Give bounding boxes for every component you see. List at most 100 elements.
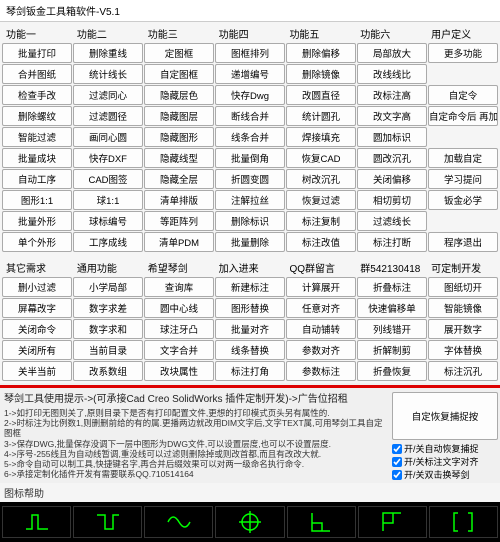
- tool-button[interactable]: 学习提问: [428, 169, 498, 189]
- tool-button[interactable]: 更多功能: [428, 43, 498, 63]
- icon-step[interactable]: [73, 506, 142, 538]
- tool-button[interactable]: 自动铺转: [286, 319, 356, 339]
- tool-button[interactable]: 批量打印: [2, 43, 72, 63]
- tool-button[interactable]: 任意对齐: [286, 298, 356, 318]
- tool-button[interactable]: 过滤圆径: [73, 106, 143, 126]
- tool-button[interactable]: 递增编号: [215, 64, 285, 84]
- tool-button[interactable]: 定图框: [144, 43, 214, 63]
- tool-button[interactable]: 折解制剪: [357, 340, 427, 360]
- icon-pulse[interactable]: [2, 506, 71, 538]
- tool-button[interactable]: 隐藏层色: [144, 85, 214, 105]
- tool-button[interactable]: 图框排列: [215, 43, 285, 63]
- tool-button[interactable]: 标注打断: [357, 232, 427, 252]
- tool-button[interactable]: 程序退出: [428, 232, 498, 252]
- tool-button[interactable]: 删除重线: [73, 43, 143, 63]
- tool-button[interactable]: 关半当前: [2, 361, 72, 381]
- tool-button[interactable]: 自定图框: [144, 64, 214, 84]
- tool-button[interactable]: 钣金必学: [428, 190, 498, 210]
- tool-button[interactable]: 小学局部: [73, 277, 143, 297]
- checkbox[interactable]: [392, 470, 402, 480]
- tool-button[interactable]: 标注沉孔: [428, 361, 498, 381]
- checkbox-option[interactable]: 开/关双击换琴剑: [392, 468, 498, 481]
- restore-snap-button[interactable]: 自定恢复捕捉按: [392, 392, 498, 440]
- tool-button[interactable]: 恢复过滤: [286, 190, 356, 210]
- tool-button[interactable]: 列线错开: [357, 319, 427, 339]
- tool-button[interactable]: 参数标注: [286, 361, 356, 381]
- tool-button[interactable]: 清单排版: [144, 190, 214, 210]
- tool-button[interactable]: 自定令: [428, 85, 498, 105]
- tool-button[interactable]: 恢复CAD: [286, 148, 356, 168]
- tool-button[interactable]: 快存DXF: [73, 148, 143, 168]
- tool-button[interactable]: 批量倒角: [215, 148, 285, 168]
- tool-button[interactable]: 删除标识: [215, 211, 285, 231]
- tool-button[interactable]: 批量外形: [2, 211, 72, 231]
- tool-button[interactable]: 批量对齐: [215, 319, 285, 339]
- tool-button[interactable]: 局部放大: [357, 43, 427, 63]
- tool-button[interactable]: 关闭命令: [2, 319, 72, 339]
- tool-button[interactable]: 图形1:1: [2, 190, 72, 210]
- tool-button[interactable]: 查询库: [144, 277, 214, 297]
- tool-button[interactable]: 改线线比: [357, 64, 427, 84]
- tool-button[interactable]: 字体替换: [428, 340, 498, 360]
- tool-button[interactable]: 树改沉孔: [286, 169, 356, 189]
- tool-button[interactable]: 工序成线: [73, 232, 143, 252]
- icon-bracket[interactable]: [429, 506, 498, 538]
- tool-button[interactable]: 批量删除: [215, 232, 285, 252]
- tool-button[interactable]: 改圆直径: [286, 85, 356, 105]
- tool-button[interactable]: 注解拉丝: [215, 190, 285, 210]
- tool-button[interactable]: 快存Dwg: [215, 85, 285, 105]
- tool-button[interactable]: 线条替换: [215, 340, 285, 360]
- tool-button[interactable]: 关闭偏移: [357, 169, 427, 189]
- checkbox[interactable]: [392, 444, 402, 454]
- tool-button[interactable]: 标注改值: [286, 232, 356, 252]
- tool-button[interactable]: 断线合并: [215, 106, 285, 126]
- tool-button[interactable]: 删除偏移: [286, 43, 356, 63]
- tool-button[interactable]: 展开数字: [428, 319, 498, 339]
- tool-button[interactable]: 球标编号: [73, 211, 143, 231]
- tool-button[interactable]: 折叠标注: [357, 277, 427, 297]
- tool-button[interactable]: 检查手改: [2, 85, 72, 105]
- tool-button[interactable]: 删小过滤: [2, 277, 72, 297]
- tool-button[interactable]: 参数对齐: [286, 340, 356, 360]
- checkbox-option[interactable]: 开/关标注文字对齐: [392, 455, 498, 468]
- icon-corner2[interactable]: [358, 506, 427, 538]
- tool-button[interactable]: 删除螺纹: [2, 106, 72, 126]
- tool-button[interactable]: 智能过滤: [2, 127, 72, 147]
- checkbox[interactable]: [392, 457, 402, 467]
- tool-button[interactable]: 标注打角: [215, 361, 285, 381]
- tool-button[interactable]: 折圆变圆: [215, 169, 285, 189]
- tool-button[interactable]: 圆中心线: [144, 298, 214, 318]
- tool-button[interactable]: 焊接填充: [286, 127, 356, 147]
- tool-button[interactable]: 清单PDM: [144, 232, 214, 252]
- tool-button[interactable]: 屏幕改字: [2, 298, 72, 318]
- tool-button[interactable]: 批量成块: [2, 148, 72, 168]
- tool-button[interactable]: 隐藏全层: [144, 169, 214, 189]
- tool-button[interactable]: 合并图纸: [2, 64, 72, 84]
- tool-button[interactable]: 改标注高: [357, 85, 427, 105]
- tool-button[interactable]: 圆改沉孔: [357, 148, 427, 168]
- tool-button[interactable]: 隐藏图形: [144, 127, 214, 147]
- checkbox-option[interactable]: 开/关自动恢复捕捉: [392, 442, 498, 455]
- tool-button[interactable]: 数字求差: [73, 298, 143, 318]
- tool-button[interactable]: 改文字高: [357, 106, 427, 126]
- tool-button[interactable]: 改系数组: [73, 361, 143, 381]
- tool-button[interactable]: 等距阵列: [144, 211, 214, 231]
- tool-button[interactable]: 删除镜像: [286, 64, 356, 84]
- tool-button[interactable]: 快速偏移单: [357, 298, 427, 318]
- icon-corner1[interactable]: [287, 506, 356, 538]
- tool-button[interactable]: 图纸切开: [428, 277, 498, 297]
- tool-button[interactable]: 标注复制: [286, 211, 356, 231]
- tool-button[interactable]: 文字合并: [144, 340, 214, 360]
- tool-button[interactable]: 隐藏图层: [144, 106, 214, 126]
- tool-button[interactable]: 球1:1: [73, 190, 143, 210]
- tool-button[interactable]: 当前目录: [73, 340, 143, 360]
- tool-button[interactable]: 相切剪切: [357, 190, 427, 210]
- tool-button[interactable]: CAD图签: [73, 169, 143, 189]
- icon-wave[interactable]: [144, 506, 213, 538]
- tool-button[interactable]: 圆加标识: [357, 127, 427, 147]
- tool-button[interactable]: 过滤同心: [73, 85, 143, 105]
- tool-button[interactable]: 单个外形: [2, 232, 72, 252]
- tool-button[interactable]: 统计圆孔: [286, 106, 356, 126]
- tool-button[interactable]: 过滤线长: [357, 211, 427, 231]
- tool-button[interactable]: 隐藏线型: [144, 148, 214, 168]
